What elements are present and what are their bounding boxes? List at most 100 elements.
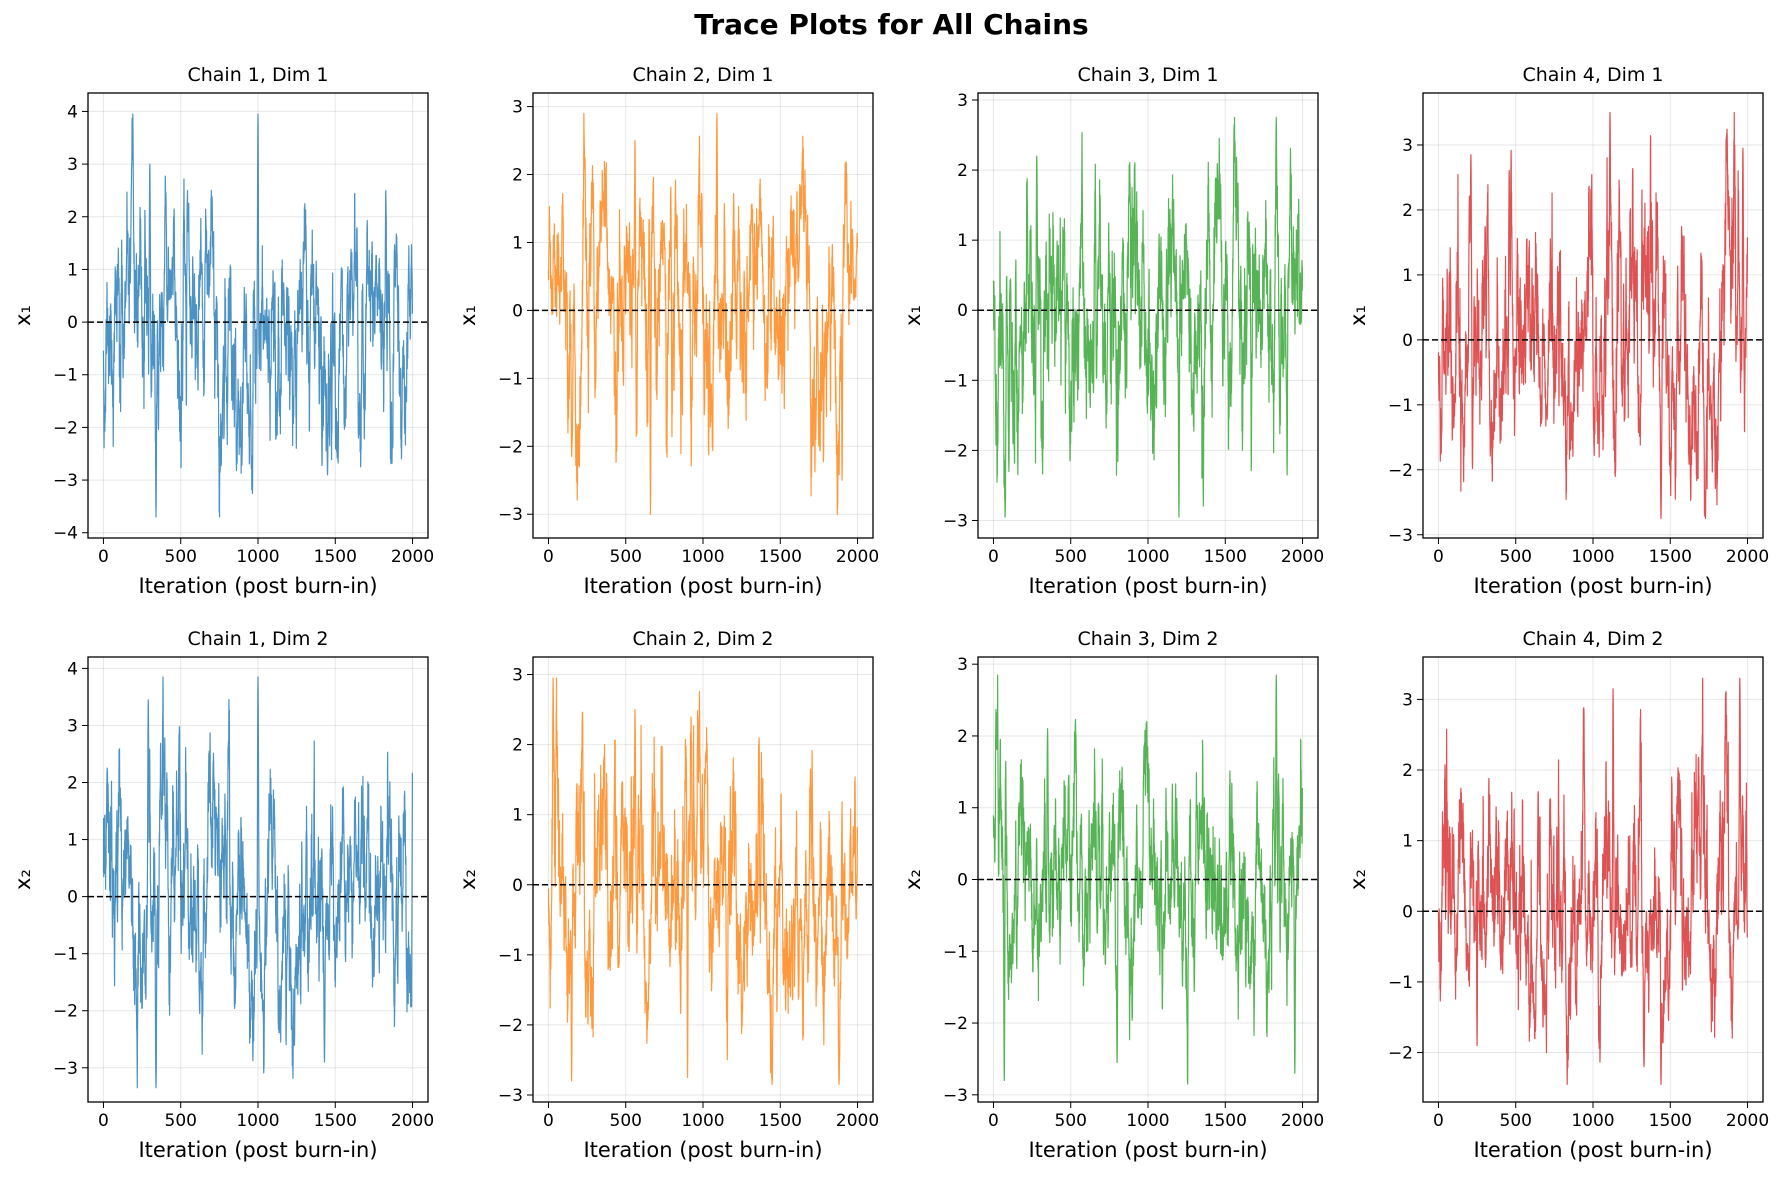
y-tick-label: −1 — [498, 369, 523, 389]
y-tick-label: 3 — [512, 98, 523, 118]
y-axis-label: x₁ — [901, 305, 925, 326]
panel-title: Chain 2, Dim 1 — [632, 64, 773, 86]
x-tick-label: 1000 — [1126, 1111, 1169, 1131]
x-tick-label: 1000 — [236, 547, 279, 567]
x-tick-label: 0 — [988, 1111, 999, 1131]
y-tick-label: −3 — [498, 1086, 523, 1106]
x-axis-label: Iteration (post burn-in) — [1028, 574, 1267, 598]
trace-series-line — [547, 112, 858, 515]
figure-title: Trace Plots for All Chains — [694, 8, 1089, 41]
x-tick-label: 0 — [543, 547, 554, 567]
y-tick-label: 0 — [1402, 331, 1413, 351]
trace-panel-2: 0 500 1000 1500 2000 −3 −2 −1 0 1 2 3 Chain 2, Dim 1… — [456, 64, 879, 598]
x-tick-label: 2000 — [836, 1111, 879, 1131]
y-tick-label: −3 — [498, 505, 523, 525]
x-axis-label: Iteration (post burn-in) — [1028, 1138, 1267, 1162]
y-tick-label: 2 — [957, 727, 968, 747]
x-axis-label: Iteration (post burn-in) — [583, 1138, 822, 1162]
trace-series-line — [102, 676, 413, 1089]
x-tick-label: 500 — [1500, 547, 1532, 567]
x-tick-label: 0 — [1433, 547, 1444, 567]
panel-title: Chain 3, Dim 2 — [1077, 628, 1218, 650]
y-tick-label: −2 — [943, 1014, 968, 1034]
y-tick-label: 3 — [1402, 136, 1413, 156]
x-tick-label: 2000 — [1281, 547, 1324, 567]
x-tick-label: 500 — [165, 547, 197, 567]
x-tick-label: 1500 — [759, 547, 802, 567]
x-tick-label: 1000 — [1571, 547, 1614, 567]
trace-panel-3: 0 500 1000 1500 2000 −3 −2 −1 0 1 2 3 Chain 3, Dim 1… — [901, 64, 1324, 598]
y-tick-label: 1 — [512, 233, 523, 253]
panel-title: Chain 1, Dim 2 — [187, 628, 328, 650]
y-tick-label: −1 — [498, 946, 523, 966]
y-tick-label: 1 — [1402, 266, 1413, 286]
trace-panel-7: 0 500 1000 1500 2000 −3 −2 −1 0 1 2 3 Chain 3, Dim 2… — [901, 628, 1324, 1162]
x-tick-label: 1000 — [1126, 547, 1169, 567]
panel-title: Chain 4, Dim 1 — [1522, 64, 1663, 86]
x-tick-label: 0 — [98, 1111, 109, 1131]
x-tick-label: 1500 — [1204, 547, 1247, 567]
x-tick-label: 2000 — [836, 547, 879, 567]
x-axis-label: Iteration (post burn-in) — [138, 574, 377, 598]
y-tick-label: −2 — [1388, 1044, 1413, 1064]
y-tick-label: −3 — [943, 511, 968, 531]
y-tick-label: −2 — [1388, 461, 1413, 481]
x-tick-label: 0 — [988, 547, 999, 567]
x-tick-label: 2000 — [1281, 1111, 1324, 1131]
y-tick-label: −1 — [53, 366, 78, 386]
y-tick-label: −1 — [943, 371, 968, 391]
y-tick-label: 0 — [957, 871, 968, 891]
y-tick-label: −2 — [53, 1002, 78, 1022]
x-tick-label: 500 — [1055, 547, 1087, 567]
y-tick-label: 3 — [957, 91, 968, 111]
trace-series-line — [1437, 111, 1748, 520]
y-tick-label: −3 — [943, 1086, 968, 1106]
y-tick-label: −2 — [943, 441, 968, 461]
x-tick-label: 1500 — [314, 547, 357, 567]
panel-title: Chain 4, Dim 2 — [1522, 628, 1663, 650]
y-tick-label: 0 — [1402, 902, 1413, 922]
x-tick-label: 500 — [165, 1111, 197, 1131]
y-tick-label: 1 — [957, 231, 968, 251]
x-tick-label: 0 — [98, 547, 109, 567]
x-tick-label: 1500 — [1204, 1111, 1247, 1131]
trace-series-line — [992, 674, 1303, 1085]
x-tick-label: 1500 — [1649, 547, 1692, 567]
trace-panel-8: 0 500 1000 1500 2000 −2 −1 0 1 2 3 Chain 4, Dim 2 It… — [1346, 628, 1769, 1162]
x-tick-label: 2000 — [1726, 1111, 1769, 1131]
y-tick-label: 3 — [67, 155, 78, 175]
y-tick-label: −4 — [53, 524, 78, 544]
y-tick-label: −3 — [53, 1059, 78, 1079]
x-tick-label: 1500 — [1649, 1111, 1692, 1131]
x-tick-label: 1500 — [314, 1111, 357, 1131]
y-tick-label: 2 — [67, 208, 78, 228]
y-tick-label: 1 — [67, 260, 78, 280]
trace-series-line — [547, 677, 858, 1086]
x-tick-label: 0 — [543, 1111, 554, 1131]
y-tick-label: 0 — [512, 876, 523, 896]
y-tick-label: −1 — [943, 942, 968, 962]
y-tick-label: 2 — [1402, 761, 1413, 781]
y-tick-label: 3 — [67, 716, 78, 736]
x-tick-label: 2000 — [391, 1111, 434, 1131]
x-tick-label: 0 — [1433, 1111, 1444, 1131]
y-tick-label: 1 — [957, 799, 968, 819]
y-axis-label: x₂ — [11, 869, 35, 890]
y-axis-label: x₂ — [901, 869, 925, 890]
y-tick-label: 2 — [957, 161, 968, 181]
y-tick-label: −2 — [53, 418, 78, 438]
y-tick-label: −2 — [498, 1016, 523, 1036]
x-tick-label: 1500 — [759, 1111, 802, 1131]
trace-series-line — [992, 116, 1303, 518]
x-tick-label: 500 — [1500, 1111, 1532, 1131]
x-tick-label: 1000 — [681, 547, 724, 567]
x-axis-label: Iteration (post burn-in) — [1473, 1138, 1712, 1162]
y-axis-label: x₂ — [1346, 869, 1370, 890]
y-tick-label: −3 — [53, 471, 78, 491]
y-tick-label: 2 — [512, 166, 523, 186]
y-tick-label: −2 — [498, 437, 523, 457]
y-tick-label: 1 — [1402, 832, 1413, 852]
y-tick-label: 3 — [512, 666, 523, 686]
y-tick-label: 4 — [67, 659, 78, 679]
trace-panel-5: 0 500 1000 1500 2000 −3 −2 −1 0 1 2 3 4 Chain 1, Dim … — [11, 628, 434, 1162]
